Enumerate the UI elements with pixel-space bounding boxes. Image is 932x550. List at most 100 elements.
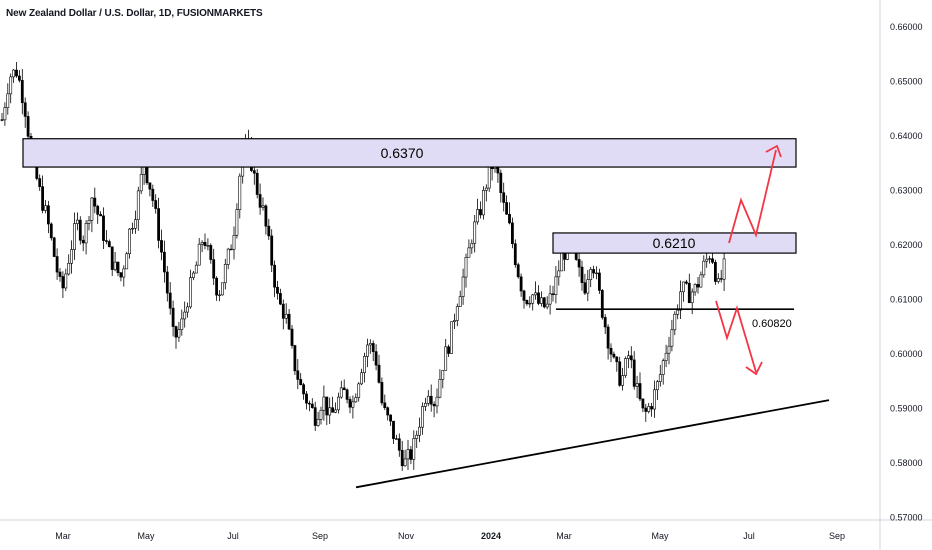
candle-body [629, 355, 633, 361]
candle-body [664, 352, 668, 361]
candle-body [505, 202, 509, 215]
chart-title: New Zealand Dollar / U.S. Dollar, 1D, FU… [6, 8, 263, 19]
candle-body [15, 69, 18, 77]
candle-body [278, 293, 282, 305]
candle-body [168, 292, 172, 309]
candle-body [403, 458, 407, 467]
x-tick-label: May [651, 531, 669, 541]
resistance-zone-high[interactable] [22, 138, 797, 168]
candle-body [560, 252, 564, 272]
y-tick-label: 0.61000 [890, 294, 923, 304]
candle-body [336, 396, 340, 411]
candle-body [522, 290, 526, 301]
candle-body [284, 313, 288, 319]
candle-body [650, 406, 654, 410]
candle-body [351, 401, 355, 408]
candle-body [609, 347, 613, 355]
candle-body [139, 174, 143, 192]
candle-body [438, 379, 442, 398]
candle-body [273, 264, 277, 288]
candle-body [600, 290, 604, 318]
x-tick-label: Jul [227, 531, 239, 541]
candle-body [545, 303, 549, 308]
candle-body [142, 166, 146, 175]
candle-body [415, 434, 419, 439]
candle-body [510, 222, 514, 245]
candle-body [542, 297, 546, 308]
candle-body [264, 205, 268, 227]
candle-body [307, 402, 311, 405]
candle-body [128, 228, 132, 255]
candle-body [699, 274, 703, 288]
candle-body [221, 282, 224, 296]
candle-body [23, 102, 27, 117]
candle-body [696, 284, 700, 288]
candle-body [365, 344, 369, 357]
candle-body [655, 381, 659, 391]
candle-body [255, 172, 259, 195]
candle-body [557, 270, 561, 278]
x-axis-ticks: Mar May Jul Sep Nov 2024 Mar May Jul Sep [55, 531, 845, 541]
candle-body [342, 387, 346, 391]
candle-body [348, 399, 352, 408]
candle-body [102, 215, 105, 241]
candle-body [690, 291, 694, 304]
candle-body [136, 190, 140, 220]
candle-body [287, 313, 291, 330]
candle-body [357, 383, 361, 398]
y-axis-ticks: 0.66000 0.65000 0.64000 0.63000 0.62000 0.610… [890, 22, 923, 522]
candle-body [197, 243, 201, 266]
candle-body [705, 258, 709, 262]
bullish-projection-arrow [728, 149, 777, 244]
candle-body [580, 266, 584, 283]
candle-body [708, 258, 712, 260]
candle-body [319, 409, 323, 420]
candle-body [261, 205, 265, 208]
candle-body [470, 242, 474, 249]
candle-body [528, 302, 532, 305]
candle-body [618, 361, 622, 386]
candle-body [6, 93, 10, 108]
candle-body [687, 282, 691, 304]
candle-body [157, 208, 161, 241]
rising-trendline[interactable] [355, 399, 830, 489]
bearish-arrow-head-icon [745, 361, 763, 376]
candle-body [397, 438, 401, 451]
candle-body [322, 396, 326, 411]
candle-body [148, 182, 152, 190]
y-tick-label: 0.58000 [890, 458, 923, 468]
candle-body [212, 259, 216, 279]
candle-body [635, 383, 639, 387]
candle-body [174, 326, 178, 338]
candle-body [621, 375, 625, 386]
candle-body [229, 248, 233, 251]
candle-body [481, 190, 485, 216]
resistance-zone-mid[interactable] [552, 232, 797, 254]
candle-body [316, 418, 320, 426]
candle-body [676, 309, 680, 315]
candle-body [537, 292, 540, 304]
candle-body [206, 245, 210, 247]
candle-body [702, 260, 706, 276]
candle-body [52, 237, 56, 257]
candle-body [293, 345, 297, 372]
candle-body [603, 317, 607, 328]
candle-body [49, 223, 53, 239]
candle-body [331, 407, 335, 413]
candle-body [392, 420, 395, 439]
candle-body [96, 205, 100, 215]
candles-group [0, 62, 726, 471]
candle-body [554, 276, 558, 295]
y-tick-label: 0.63000 [890, 185, 923, 195]
candle-body [473, 221, 477, 244]
candle-body [302, 384, 306, 395]
candle-body [418, 426, 422, 436]
candle-body [394, 438, 398, 440]
resistance-zone-mid-label: 0.6210 [653, 235, 696, 251]
candle-body [606, 326, 610, 349]
candle-body [61, 276, 65, 289]
candle-body [119, 272, 123, 278]
candle-body [218, 294, 221, 296]
candle-body [400, 449, 404, 467]
